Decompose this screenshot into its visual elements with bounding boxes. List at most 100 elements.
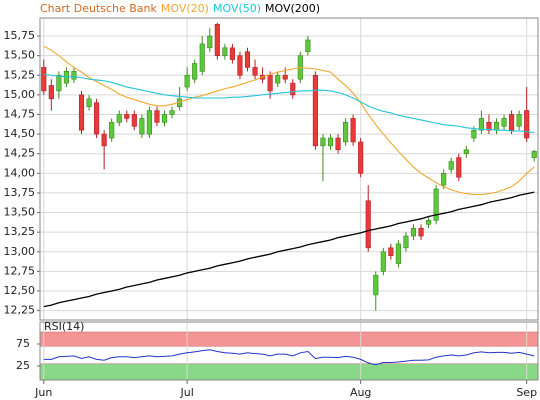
rsi-tick-label: 25	[16, 359, 30, 372]
candle-body	[71, 71, 77, 80]
moving-average-line	[43, 45, 535, 196]
candle-body	[410, 227, 417, 237]
candle-body	[493, 122, 500, 131]
candle-body	[56, 74, 62, 92]
y-tick-label: 15,75	[4, 29, 36, 42]
candle-body	[448, 161, 454, 170]
candle-body	[426, 220, 432, 225]
candle-body	[320, 137, 326, 147]
y-tick-label: 14,25	[4, 147, 36, 160]
x-tick-label: Jul	[179, 386, 193, 399]
candle-body	[275, 74, 281, 84]
legend: Chart Deutsche Bank MOV(20) MOV(50) MOV(200…	[40, 2, 320, 15]
candle-body	[486, 122, 492, 131]
candle-body	[237, 55, 243, 76]
chart-title: Chart Deutsche Bank	[40, 2, 158, 15]
candle-body	[86, 98, 92, 107]
rsi-band	[39, 331, 539, 347]
candle-body	[41, 67, 47, 92]
candle-body	[403, 235, 409, 249]
moving-average-line	[43, 73, 535, 134]
y-tick-label: 12,50	[4, 284, 36, 297]
candle-body	[229, 47, 235, 60]
y-tick-label: 12,75	[4, 264, 36, 277]
candle-body	[501, 118, 507, 127]
candle-body	[343, 122, 349, 143]
y-tick-label: 13,75	[4, 186, 36, 199]
candle-body	[244, 51, 251, 68]
y-tick-label: 13,00	[4, 245, 36, 258]
candle-body	[290, 82, 296, 96]
candle-body	[161, 114, 168, 123]
candle-body	[335, 137, 341, 151]
x-tick-label: Sep	[516, 386, 537, 399]
plot-frame	[39, 17, 539, 321]
y-tick-label: 15,50	[4, 49, 36, 62]
moving-average-line	[43, 191, 535, 308]
candle-body	[388, 247, 394, 256]
candle-body	[252, 67, 258, 76]
candle-body	[131, 114, 137, 127]
y-tick-label: 15,00	[4, 88, 36, 101]
candle-body	[222, 47, 228, 56]
y-tick-label: 15,25	[4, 68, 36, 81]
candle-body	[327, 137, 334, 147]
candle-body	[524, 110, 530, 139]
legend-entry: MOV(20)	[161, 2, 209, 15]
candle-body	[116, 114, 122, 123]
rsi-panel: 75 25	[16, 321, 539, 381]
y-tick-label: 14,00	[4, 166, 36, 179]
rsi-line	[43, 349, 535, 366]
x-tick-label: Jun	[34, 386, 52, 399]
price-panel: 12,25 12,50 12,75 13,00 13,25 13,50 13,75 14,00…	[4, 17, 539, 321]
candle-body	[350, 118, 356, 143]
plot-area	[40, 18, 538, 320]
rsi-label: RSI(14)	[44, 320, 84, 333]
y-tick-label: 14,50	[4, 127, 36, 140]
y-tick-label: 12,25	[4, 304, 36, 317]
candle-body	[395, 243, 401, 264]
candle-body	[48, 85, 54, 100]
candle-body	[169, 110, 175, 115]
candle-body	[305, 39, 311, 53]
rsi-frame	[39, 321, 539, 381]
rsi-band	[39, 363, 539, 381]
candle-body	[101, 133, 107, 147]
x-tick-label: Aug	[350, 386, 371, 399]
y-tick-label: 13,50	[4, 206, 36, 219]
candle-body	[214, 23, 220, 56]
candle-body	[478, 118, 484, 131]
candle-body	[531, 151, 537, 158]
candle-body	[471, 129, 477, 139]
candle-body	[373, 274, 379, 296]
candle-body	[365, 200, 371, 249]
candle-body	[154, 110, 160, 123]
candle-body	[456, 157, 462, 178]
candle-body	[124, 114, 130, 119]
candle-body	[184, 74, 190, 88]
y-tick-label: 14,75	[4, 107, 36, 120]
candle-body	[192, 63, 198, 80]
candle-body	[358, 141, 364, 174]
candle-body	[433, 188, 439, 221]
y-tick-label: 13,25	[4, 225, 36, 238]
candle-body	[199, 43, 205, 72]
candle-body	[267, 74, 273, 92]
candle-body	[516, 114, 522, 127]
candle-body	[78, 94, 85, 131]
candle-body	[463, 149, 469, 155]
candle-body	[441, 173, 447, 186]
candle-body	[207, 35, 213, 49]
candle-body	[94, 102, 100, 135]
candle-body	[139, 118, 145, 135]
rsi-tick-label: 75	[16, 337, 30, 350]
candle-body	[109, 122, 115, 139]
legend-entry: MOV(200)	[265, 2, 320, 15]
candle-body	[312, 74, 318, 147]
candle-body	[282, 74, 288, 80]
legend-entry: MOV(50)	[213, 2, 261, 15]
candle-body	[380, 251, 386, 272]
candle-body	[418, 227, 424, 237]
candle-body	[509, 114, 515, 131]
